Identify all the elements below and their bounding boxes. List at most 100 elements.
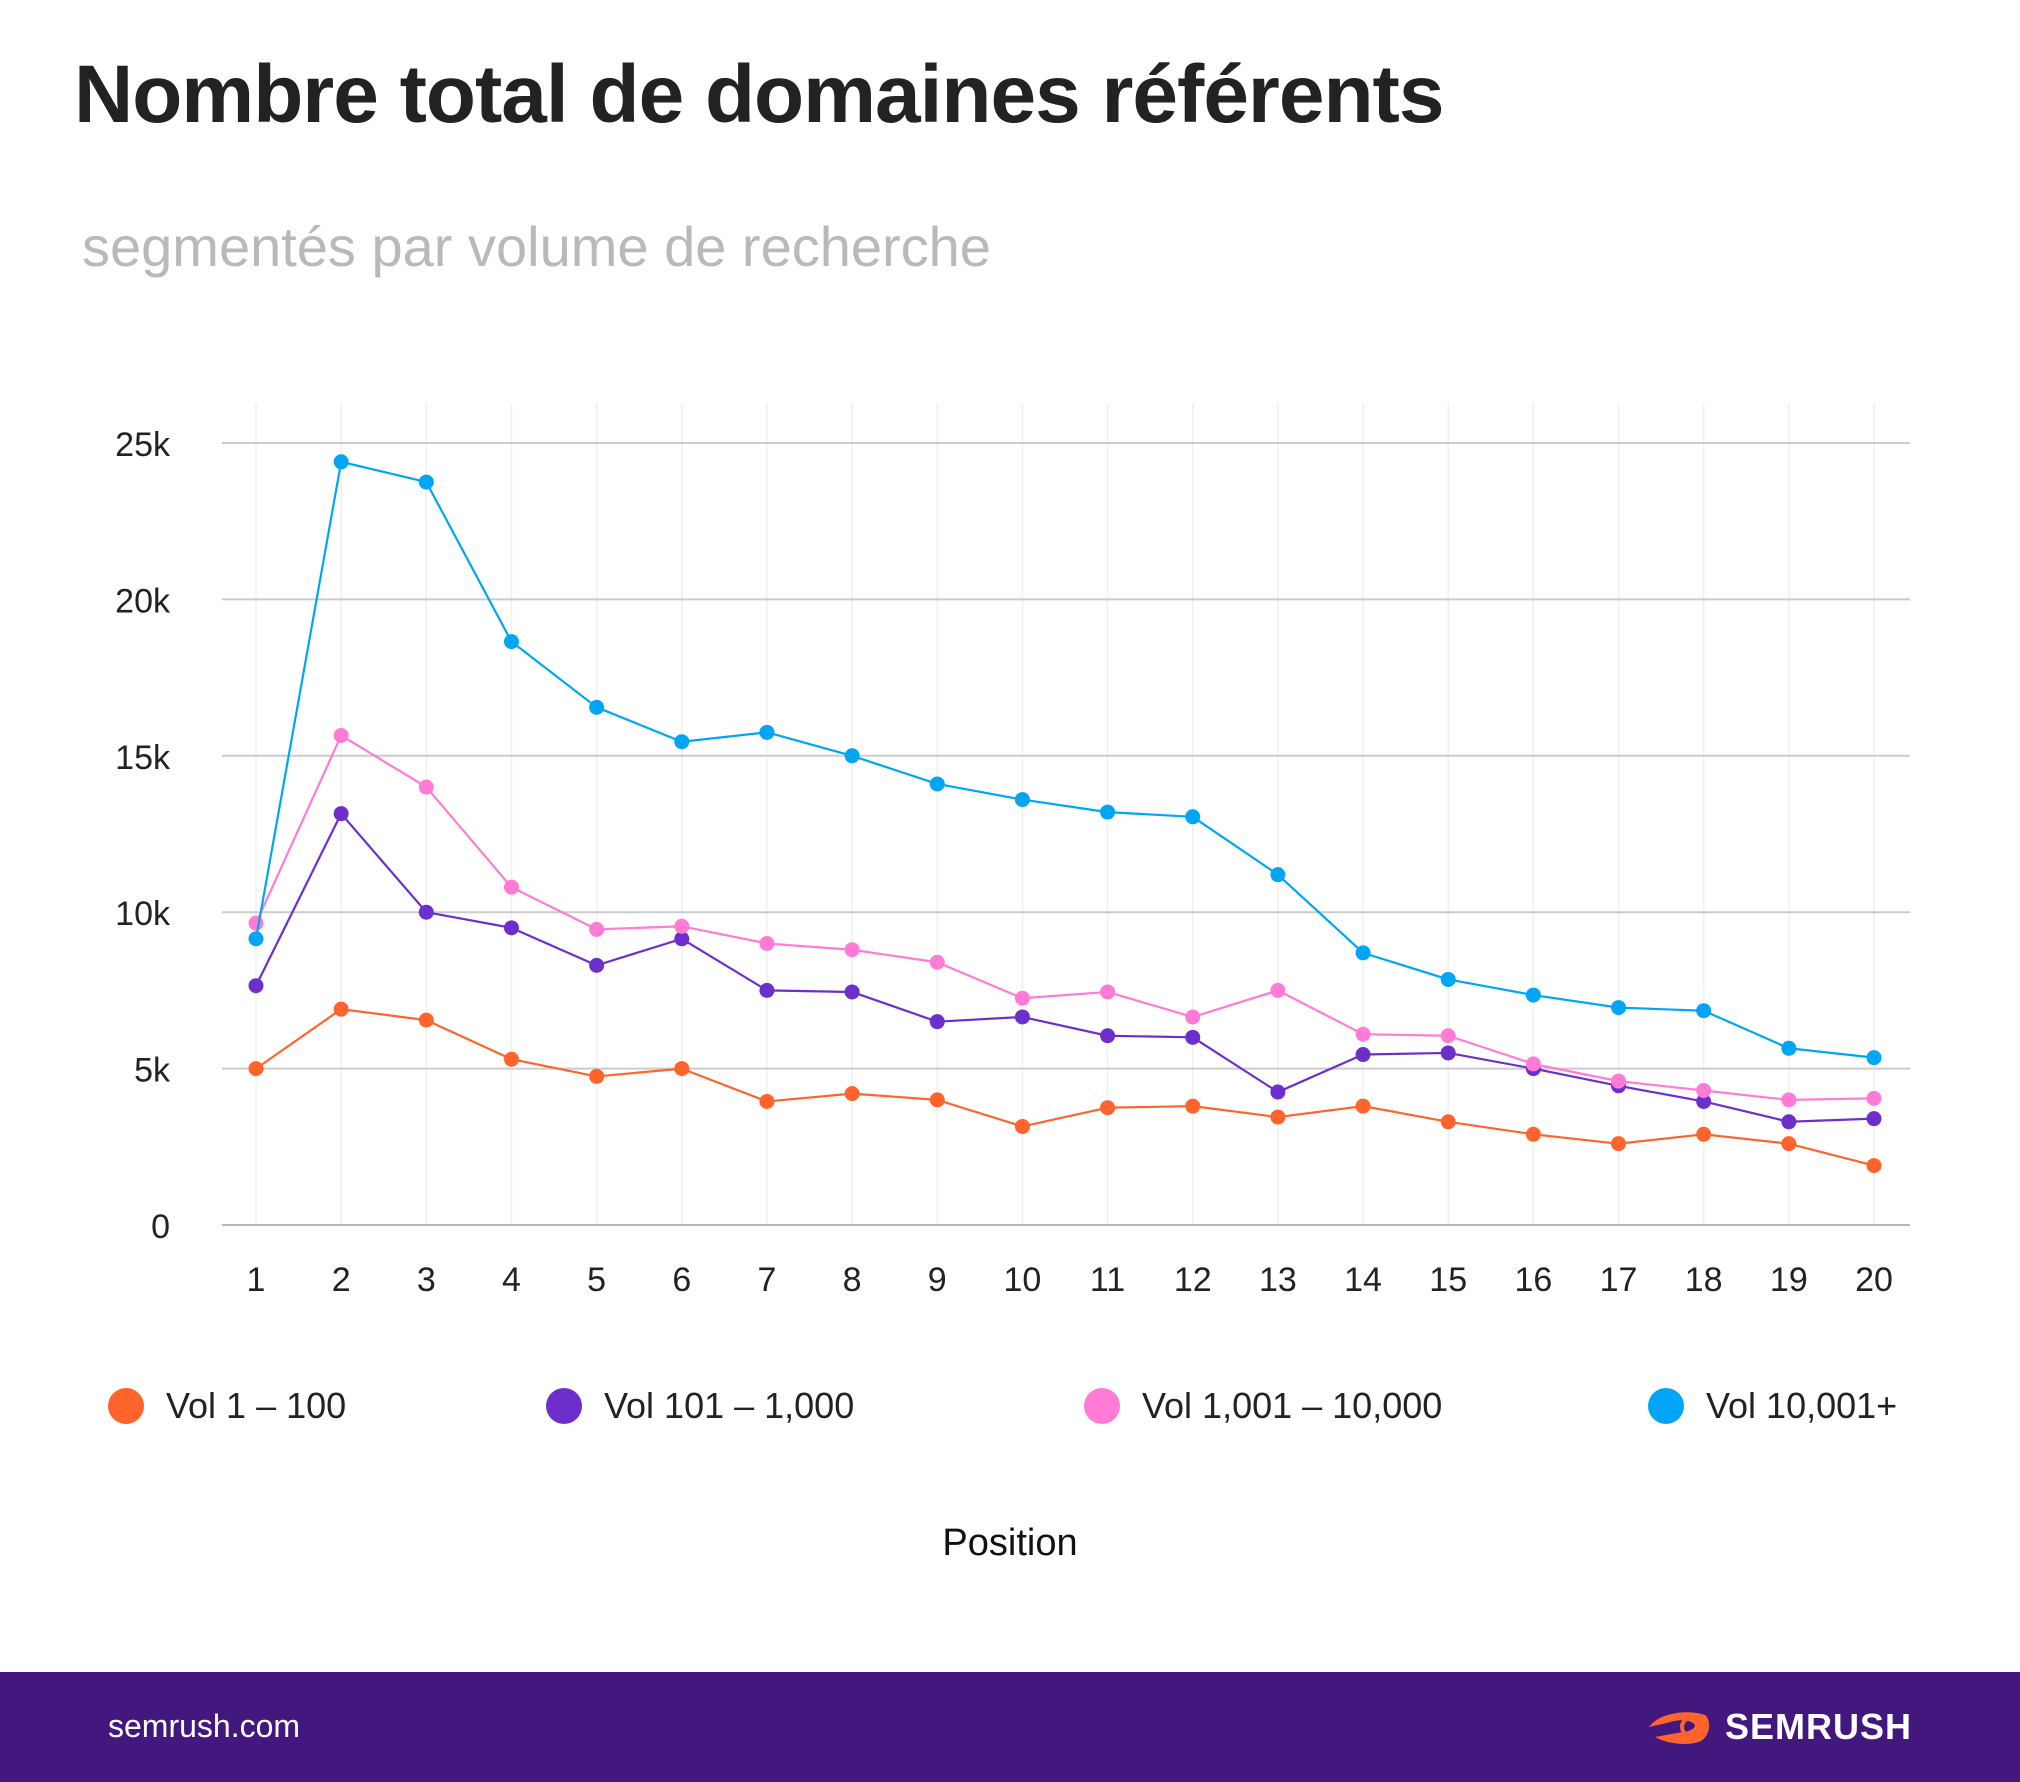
series-line [254, 460, 1875, 1059]
y-tick-label: 10k [115, 895, 171, 933]
x-tick-label: 17 [1600, 1261, 1638, 1299]
data-point [1014, 792, 1030, 808]
data-point [1014, 990, 1030, 1006]
data-point [844, 942, 860, 958]
data-point [333, 727, 349, 743]
data-point [759, 1093, 775, 1109]
data-point [1355, 1047, 1371, 1063]
x-tick-label: 12 [1174, 1261, 1212, 1299]
brand-name: SEMRUSH [1724, 1706, 1912, 1747]
semrush-fire-icon [1648, 1712, 1710, 1744]
data-point [1866, 1158, 1882, 1174]
data-point [1185, 1029, 1201, 1045]
data-point [248, 978, 264, 994]
data-point [1696, 1082, 1712, 1098]
legend-label: Vol 10,001+ [1706, 1385, 1898, 1426]
x-tick-label: 16 [1514, 1261, 1552, 1299]
data-point [1014, 1118, 1030, 1134]
data-point [674, 931, 690, 947]
x-tick-label: 1 [247, 1261, 266, 1299]
x-tick-label: 15 [1429, 1261, 1467, 1299]
legend-item-vol-1-100: Vol 1 – 100 [108, 1376, 346, 1436]
data-point [929, 954, 945, 970]
data-point [1270, 1084, 1286, 1100]
x-tick-label: 18 [1685, 1261, 1723, 1299]
data-point [248, 931, 264, 947]
series-1 [248, 806, 1882, 1130]
legend-swatch [108, 1388, 144, 1424]
data-point [1185, 809, 1201, 825]
data-point [1525, 1126, 1541, 1142]
semrush-logo: SEMRUSH [1647, 1704, 1912, 1750]
series-layer [248, 454, 1882, 1174]
data-point [844, 748, 860, 764]
data-point [1355, 945, 1371, 961]
data-point [1100, 1100, 1116, 1116]
data-point [418, 1012, 434, 1028]
chart-title: Nombre total de domaines référents [74, 49, 1444, 140]
data-point [589, 957, 605, 973]
data-point [1611, 1000, 1627, 1016]
legend-item-vol-1001-10000: Vol 1,001 – 10,000 [1084, 1376, 1442, 1436]
data-point [1100, 804, 1116, 820]
x-tick-label: 13 [1259, 1261, 1297, 1299]
data-point [1866, 1090, 1882, 1106]
data-point [589, 921, 605, 937]
data-point [1440, 1045, 1456, 1061]
data-point [333, 806, 349, 822]
x-tick-label: 4 [502, 1261, 521, 1299]
data-point [333, 454, 349, 470]
x-tick-label: 19 [1770, 1261, 1808, 1299]
x-tick-label: 5 [587, 1261, 606, 1299]
data-point [1270, 1109, 1286, 1125]
data-point [1100, 1028, 1116, 1044]
data-point [1440, 1028, 1456, 1044]
footer-url[interactable]: semrush.com [108, 1708, 301, 1744]
legend-swatch [546, 1388, 582, 1424]
data-point [929, 1092, 945, 1108]
data-point [1270, 982, 1286, 998]
data-point [1866, 1111, 1882, 1127]
data-point [1355, 1098, 1371, 1114]
series-line [255, 1008, 1875, 1167]
data-point [1100, 984, 1116, 1000]
data-point [1440, 1114, 1456, 1130]
grid-layer [222, 403, 1910, 1226]
data-point [759, 982, 775, 998]
series-line [255, 812, 1875, 1123]
data-point [674, 1061, 690, 1077]
chart-subtitle: segmentés par volume de recherche [82, 215, 991, 278]
data-point [1525, 987, 1541, 1003]
series-0 [248, 1001, 1882, 1174]
data-point [1014, 1009, 1030, 1025]
x-tick-label: 11 [1090, 1261, 1125, 1299]
data-point [503, 1051, 519, 1067]
y-tick-label: 25k [115, 426, 171, 464]
series-2 [248, 727, 1882, 1108]
data-point [1696, 1003, 1712, 1019]
x-tick-label: 8 [843, 1261, 862, 1299]
data-point [418, 474, 434, 490]
legend-swatch [1084, 1388, 1120, 1424]
data-point [929, 776, 945, 792]
data-point [844, 984, 860, 1000]
data-point [929, 1014, 945, 1030]
x-tick-label: 20 [1855, 1261, 1893, 1299]
legend-swatch [1648, 1388, 1684, 1424]
data-point [1270, 867, 1286, 883]
data-point [1781, 1040, 1797, 1056]
series-3 [248, 454, 1882, 1066]
x-tick-label: 10 [1004, 1261, 1042, 1299]
legend-item-vol-101-1000: Vol 101 – 1,000 [546, 1376, 854, 1436]
data-point [674, 734, 690, 750]
data-point [759, 724, 775, 740]
data-point [1866, 1050, 1882, 1066]
y-tick-label: 0 [151, 1208, 170, 1246]
data-point [589, 699, 605, 715]
data-point [503, 920, 519, 936]
data-point [418, 904, 434, 920]
data-point [1185, 1009, 1201, 1025]
legend-label: Vol 101 – 1,000 [604, 1385, 855, 1426]
